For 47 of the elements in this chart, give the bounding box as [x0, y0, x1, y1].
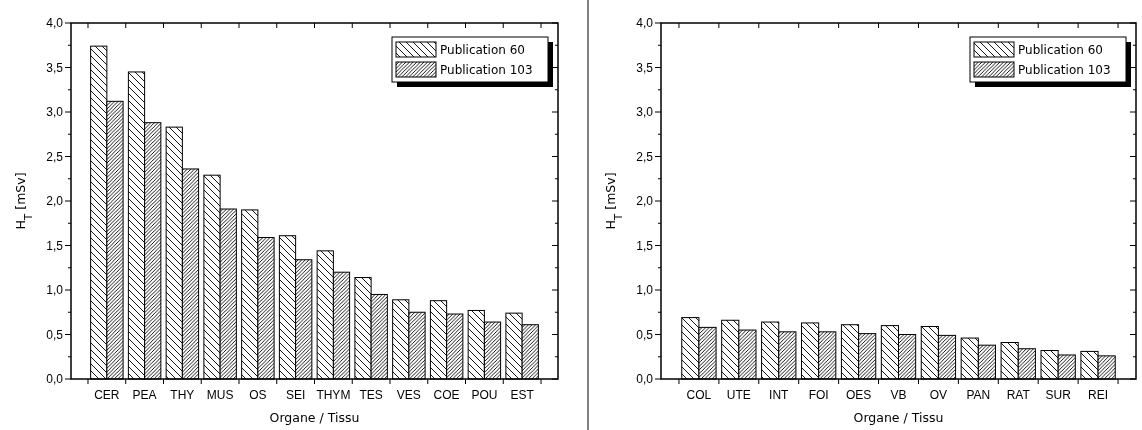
y-tick-label: 3,5 — [46, 60, 64, 75]
y-tick-label: 2,0 — [46, 194, 64, 209]
y-tick-label: 0,5 — [636, 327, 654, 342]
x-tick-label: RAT — [1006, 388, 1031, 402]
y-tick-label: 0,0 — [636, 372, 654, 387]
x-tick-label: SUR — [1045, 388, 1072, 402]
x-tick-label: VB — [890, 388, 907, 402]
y-tick-label: 2,5 — [46, 149, 64, 164]
y-tick-label: 0,0 — [46, 372, 64, 387]
legend-label: Publication 103 — [1018, 63, 1111, 78]
y-tick-label: 3,0 — [636, 105, 654, 120]
x-tick-label: FOI — [808, 388, 829, 402]
x-tick-label: POU — [471, 388, 498, 402]
x-tick-label: MUS — [206, 388, 234, 402]
x-tick-label: EST — [510, 388, 535, 402]
x-tick-label: COE — [433, 388, 460, 402]
x-tick-label: OV — [929, 388, 948, 402]
y-tick-label: 0,5 — [46, 327, 64, 342]
legend-label: Publication 60 — [1018, 43, 1103, 58]
y-tick-label: 1,0 — [46, 283, 64, 298]
y-tick-label: 4,0 — [636, 16, 654, 31]
y-tick-label: 1,0 — [636, 283, 654, 298]
legend-label: Publication 103 — [440, 63, 533, 78]
x-axis-title: Organe / Tissu — [269, 410, 360, 425]
x-tick-label: INT — [769, 388, 790, 402]
x-tick-label: VES — [396, 388, 421, 402]
y-tick-label: 3,5 — [636, 60, 654, 75]
x-tick-label: THYM — [316, 388, 351, 402]
x-tick-label: REI — [1088, 388, 1109, 402]
y-tick-label: 2,0 — [636, 194, 654, 209]
x-tick-label: UTE — [726, 388, 751, 402]
y-tick-label: 2,5 — [636, 149, 654, 164]
x-tick-label: CER — [94, 388, 120, 402]
y-tick-label: 4,0 — [46, 16, 64, 31]
x-tick-label: TES — [359, 388, 383, 402]
y-tick-label: 3,0 — [46, 105, 64, 120]
x-axis-title: Organe / Tissu — [853, 410, 944, 425]
x-tick-label: OS — [249, 388, 267, 402]
x-tick-label: THY — [170, 388, 195, 402]
x-tick-label: SEI — [285, 388, 306, 402]
x-tick-label: OES — [845, 388, 872, 402]
y-tick-label: 1,5 — [636, 238, 654, 253]
y-tick-label: 1,5 — [46, 238, 64, 253]
x-tick-label: COL — [686, 388, 712, 402]
legend-label: Publication 60 — [440, 43, 525, 58]
x-tick-label: PAN — [966, 388, 991, 402]
x-tick-label: PEA — [132, 388, 157, 402]
